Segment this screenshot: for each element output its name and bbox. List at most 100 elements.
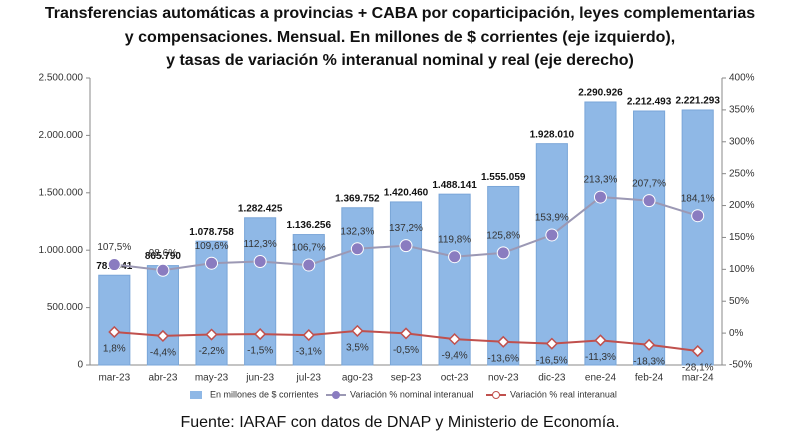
x-tick-label: nov-23 (488, 373, 519, 384)
legend-swatch (190, 391, 202, 399)
bar (633, 110, 666, 366)
y-tick-label: 0 (77, 360, 83, 371)
bar-value-label: 1.136.256 (287, 220, 332, 231)
bar (146, 265, 179, 366)
y2-tick-label: 300% (729, 136, 755, 147)
line-value-label: 125,8% (486, 231, 520, 242)
bar (681, 109, 714, 366)
legend-label: Variación % real interanual (510, 389, 617, 399)
y2-tick-label: -50% (729, 360, 752, 371)
x-tick-label: jul-23 (296, 373, 322, 384)
source-note: Fuente: IARAF con datos de DNAP y Minist… (180, 414, 619, 431)
x-tick-label: sep-23 (391, 373, 422, 384)
line-marker (691, 209, 705, 223)
bar (584, 101, 617, 366)
line-marker (594, 334, 607, 347)
x-tick-label: dic-23 (538, 373, 566, 384)
line-value-label: 213,3% (584, 175, 618, 186)
legend-marker (492, 391, 500, 399)
bar (292, 234, 325, 366)
y2-tick-label: 0% (729, 328, 744, 339)
bar-value-label: 1.282.425 (238, 203, 283, 214)
line-value-label: -13,6% (487, 353, 519, 364)
line-marker (107, 258, 121, 272)
y-tick-label: 2.000.000 (39, 130, 84, 141)
line-value-label: 106,7% (292, 243, 326, 254)
x-tick-label: jun-23 (245, 373, 274, 384)
line-marker (448, 250, 462, 264)
line-marker (496, 246, 510, 260)
bar-value-label: 1.420.460 (384, 188, 429, 199)
legend-label: Variación % nominal interanual (350, 389, 473, 399)
line-marker (108, 325, 121, 339)
line-marker (691, 344, 704, 358)
y2-tick-label: 400% (729, 73, 755, 84)
x-tick-label: ago-23 (342, 373, 374, 384)
line-value-label: 112,3% (244, 239, 277, 250)
bar-value-label: 2.212.493 (627, 97, 672, 108)
x-tick-label: may-23 (195, 373, 229, 384)
line-marker (156, 263, 170, 277)
legend-label: En millones de $ corrientes (210, 389, 319, 399)
bar-value-label: 1.928.010 (530, 129, 575, 140)
y2-tick-label: 100% (729, 264, 755, 275)
y-tick-label: 500.000 (47, 302, 84, 313)
line-value-label: 184,1% (681, 193, 715, 204)
line-marker (351, 324, 364, 337)
y2-tick-label: 150% (729, 232, 755, 243)
line-marker (448, 333, 461, 346)
line-marker (253, 254, 267, 268)
x-tick-label: ene-24 (585, 373, 617, 384)
x-tick-label: abr-23 (148, 373, 177, 384)
line-value-label: -28,1% (682, 363, 714, 374)
line-value-label: -4,4% (150, 348, 176, 359)
bar-value-label: 1.078.758 (189, 227, 234, 238)
line-value-label: 137,2% (389, 223, 423, 234)
line-marker (545, 337, 558, 350)
bar-value-label: 2.221.293 (675, 96, 720, 107)
line-value-label: 98,6% (149, 248, 177, 259)
line-value-label: -3,1% (296, 347, 322, 358)
line-marker (399, 327, 413, 340)
line-value-label: 207,7% (632, 178, 666, 189)
line-value-label: -16,5% (536, 355, 568, 366)
line-value-label: 1,8% (103, 344, 126, 355)
bar-value-label: 865.790 (145, 251, 182, 262)
bar-value-label: 2.290.926 (578, 88, 623, 99)
line-marker (302, 329, 315, 342)
line-value-label: 3,5% (346, 343, 369, 354)
line-value-label: -0,5% (393, 345, 419, 356)
line-marker (205, 256, 219, 270)
x-tick-label: oct-23 (441, 373, 469, 384)
x-tick-label: feb-24 (635, 373, 664, 384)
y2-tick-label: 200% (729, 200, 755, 211)
line-marker (593, 190, 607, 204)
line-marker (642, 194, 656, 208)
bar-value-label: 1.488.141 (432, 180, 477, 191)
chart-title: Transferencias automáticas a provincias … (45, 5, 755, 22)
line-marker (545, 228, 559, 242)
line-value-label: 109,6% (195, 241, 229, 252)
line-marker (643, 338, 656, 351)
bar (98, 274, 131, 366)
line-value-label: 119,8% (438, 234, 471, 245)
bar-value-label: 1.369.752 (335, 193, 380, 204)
bar (487, 185, 520, 366)
line-value-label: 153,9% (535, 213, 569, 224)
y-tick-label: 1.500.000 (39, 187, 84, 198)
line-value-label: -18,3% (633, 356, 665, 367)
line-value-label: -2,2% (198, 346, 224, 357)
chart-title: y compensaciones. Mensual. En millones d… (125, 29, 675, 46)
line-marker (399, 239, 413, 253)
legend-marker (332, 391, 340, 399)
line-marker (254, 328, 267, 341)
line-value-label: 107,5% (97, 242, 131, 253)
line-value-label: -11,3% (585, 352, 616, 363)
x-tick-label: mar-24 (682, 373, 714, 384)
line-value-label: -1,5% (247, 346, 273, 357)
line-value-label: -9,4% (442, 351, 468, 362)
line-marker (156, 329, 169, 342)
bar-value-label: 1.555.059 (481, 172, 526, 183)
line-marker (205, 328, 218, 341)
